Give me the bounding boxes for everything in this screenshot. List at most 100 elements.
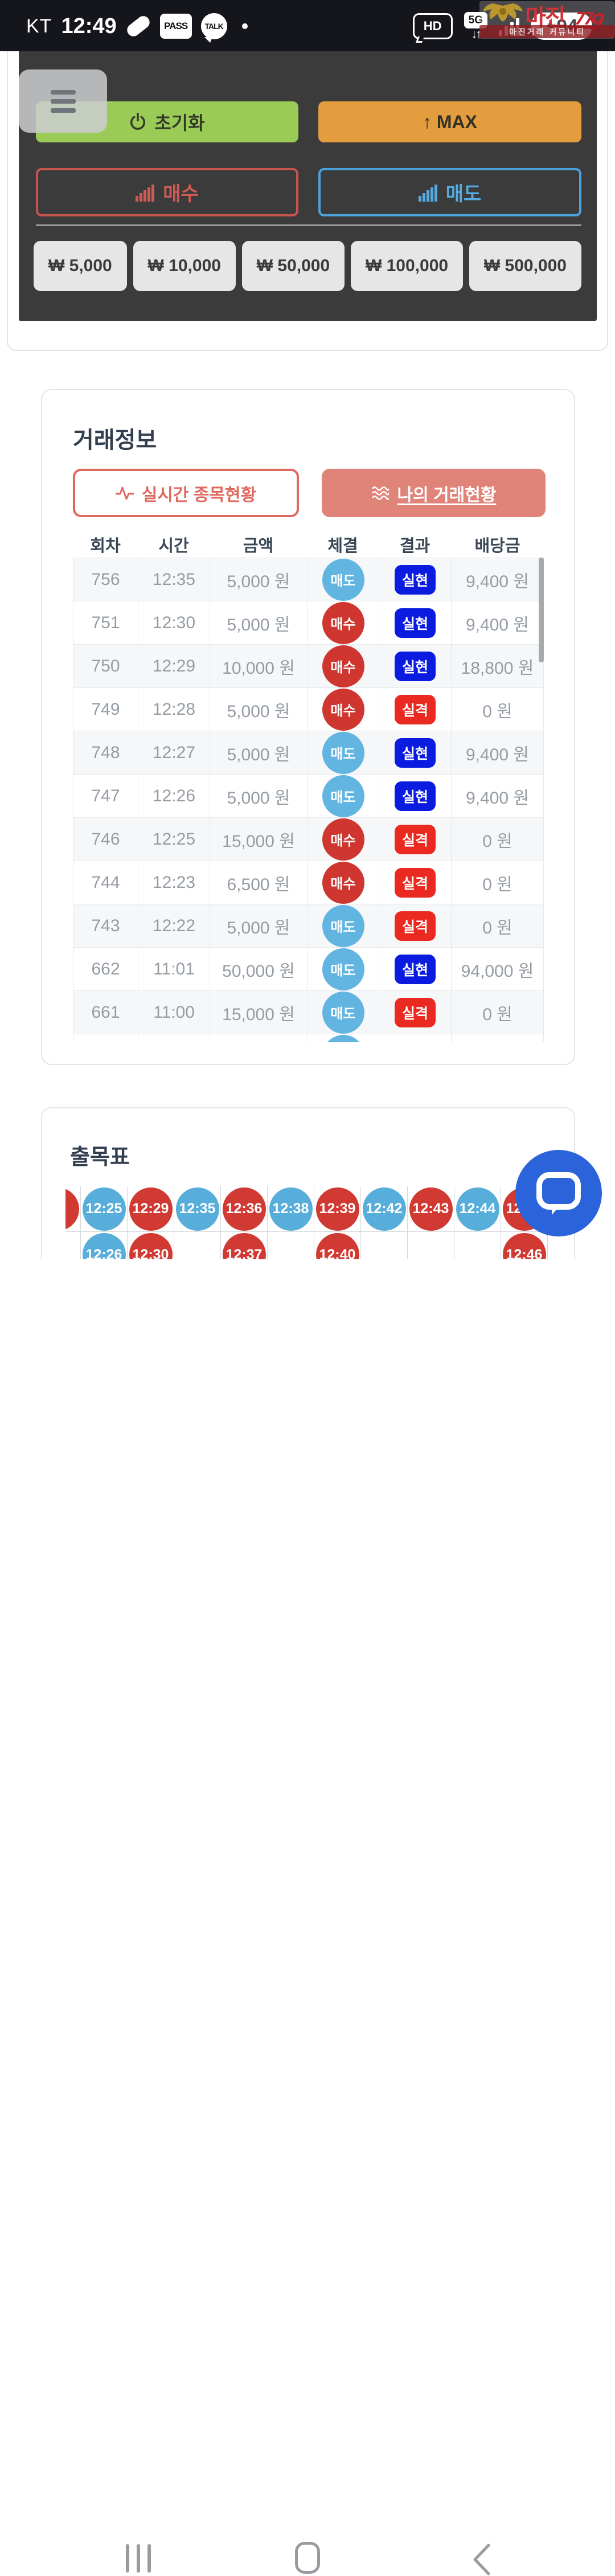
result-board-title: 출목표	[70, 1145, 130, 1169]
result-badge-win: 실현	[395, 738, 436, 768]
side-badge-sell: 매도	[322, 991, 364, 1034]
table-scrollbar[interactable]	[539, 558, 544, 662]
home-button[interactable]	[295, 2542, 320, 2574]
status-time: 12:49	[61, 14, 117, 38]
board-circle-red: 12:40	[315, 1233, 359, 1259]
board-circle-blue: 12:35	[175, 1187, 219, 1231]
result-board-grid: 12:25 12:29 12:35 12:36 12:38 12:39 12:4…	[65, 1186, 572, 1259]
side-badge-sell: 매도	[322, 904, 364, 947]
result-badge-win: 실현	[395, 781, 436, 811]
android-nav-bar	[0, 1259, 615, 2575]
board-circle-red: 12:37	[222, 1233, 266, 1259]
header-amount: 금액	[243, 537, 274, 555]
battery-indicator: 94	[531, 13, 592, 40]
panel-divider	[36, 224, 581, 226]
board-circle-blue: 12:42	[362, 1187, 406, 1231]
result-badge-win: 실현	[395, 954, 436, 984]
signal-bars-icon	[499, 17, 519, 36]
hd-call-icon: HD	[412, 13, 453, 39]
board-circle-red	[65, 1187, 79, 1231]
amount-button-5000[interactable]: ₩ 5,000	[34, 241, 127, 291]
table-row: 747 12:26 5,000 원 매도 실현 9,400 원	[73, 775, 544, 818]
table-row: 746 12:25 15,000 원 매수 실격 0 원	[73, 818, 544, 861]
side-badge-sell: 매도	[322, 558, 364, 601]
waves-icon	[371, 486, 389, 500]
board-circle-red: 12:39	[315, 1187, 359, 1231]
status-bar: KT 12:49 PASS TALK HD 5G ↓↑ 94	[0, 0, 615, 51]
result-badge-win: 실현	[395, 564, 436, 595]
chat-bubble-icon	[536, 1172, 581, 1215]
side-badge-sell: 매도	[322, 948, 364, 990]
power-icon	[130, 113, 146, 130]
board-circle-red: 12:36	[222, 1187, 266, 1231]
signal-bars-icon	[136, 184, 155, 202]
board-circle-blue: 12:25	[82, 1187, 126, 1231]
sell-label: 매도	[445, 183, 482, 205]
header-time: 시간	[158, 537, 189, 555]
back-button[interactable]	[472, 2543, 492, 2576]
table-row-partial	[73, 1034, 544, 1042]
my-trades-label: 나의 거래현황	[397, 485, 497, 505]
pill-notification-icon	[124, 13, 152, 39]
talk-app-icon: TALK	[200, 13, 227, 43]
board-circle-blue: 12:44	[456, 1187, 499, 1231]
reset-label: 초기화	[154, 113, 205, 133]
status-right-cluster: HD 5G ↓↑ 94	[412, 11, 592, 41]
result-badge-lose: 실격	[395, 824, 436, 854]
amount-buttons-row: ₩ 5,000 ₩ 10,000 ₩ 50,000 ₩ 100,000 ₩ 50…	[34, 241, 581, 291]
signal-bars-icon	[418, 184, 437, 202]
realtime-status-button[interactable]: 실시간 종목현황	[73, 469, 299, 517]
amount-button-50000[interactable]: ₩ 50,000	[241, 241, 345, 291]
board-circle-red: 12:29	[129, 1187, 173, 1231]
side-badge-sell	[322, 1034, 364, 1042]
table-row: 748 12:27 5,000 원 매도 실현 9,400 원	[73, 731, 544, 775]
carrier-label: KT	[26, 15, 52, 37]
pass-app-icon: PASS	[159, 14, 192, 39]
amount-button-10000[interactable]: ₩ 10,000	[133, 241, 236, 291]
result-badge-lose: 실격	[395, 911, 436, 941]
amount-button-500000[interactable]: ₩ 500,000	[469, 241, 581, 291]
table-row: 750 12:29 10,000 원 매수 실현 18,800 원	[73, 645, 544, 688]
result-badge-lose: 실격	[395, 997, 436, 1027]
side-badge-sell: 매도	[322, 731, 364, 774]
my-trades-button[interactable]: 나의 거래현황	[322, 469, 546, 517]
header-result: 결과	[399, 537, 430, 555]
side-badge-sell: 매도	[322, 775, 364, 817]
sell-button[interactable]: 매도	[318, 168, 581, 216]
notification-dot-icon	[241, 23, 248, 29]
buy-button[interactable]: 매수	[36, 168, 298, 216]
side-badge-buy: 매수	[322, 601, 364, 644]
board-circle-blue: 12:38	[269, 1187, 313, 1231]
result-badge-lose: 실격	[395, 694, 436, 724]
result-badge-lose: 실격	[395, 867, 436, 898]
board-circle-blue: 12:26	[82, 1233, 126, 1259]
5g-network-icon: 5G ↓↑	[464, 12, 487, 40]
table-row: 751 12:30 5,000 원 매수 실현 9,400 원	[73, 601, 544, 645]
table-row: 749 12:28 5,000 원 매수 실격 0 원	[73, 688, 544, 731]
header-round: 회차	[90, 537, 121, 555]
realtime-status-label: 실시간 종목현황	[141, 485, 257, 505]
max-button[interactable]: ↑ MAX	[318, 101, 581, 142]
chat-fab-button[interactable]	[515, 1150, 602, 1236]
table-header: 회차 시간 금액 체결 결과 배당금	[73, 531, 544, 558]
status-left-cluster: KT 12:49 PASS TALK	[26, 13, 248, 43]
pulse-icon	[115, 486, 134, 499]
result-badge-win: 실현	[395, 608, 436, 638]
trade-table-body: 756 12:35 5,000 원 매도 실현 9,400 원 751 12:3…	[73, 558, 544, 1042]
table-row: 744 12:23 6,500 원 매수 실격 0 원	[73, 861, 544, 904]
trade-info-title: 거래정보	[73, 428, 157, 453]
buy-label: 매수	[163, 183, 199, 205]
board-circle-red: 12:30	[129, 1233, 173, 1259]
header-payout: 배당금	[474, 537, 520, 555]
board-circle-red: 12:43	[409, 1187, 453, 1231]
board-circle-red: 12:46	[502, 1233, 546, 1259]
recents-button[interactable]	[126, 2544, 151, 2573]
side-badge-buy: 매수	[322, 645, 364, 687]
table-row: 662 11:01 50,000 원 매도 실현 94,000 원	[73, 948, 544, 991]
header-side: 체결	[327, 537, 358, 555]
menu-button[interactable]	[19, 69, 107, 133]
max-label: ↑ MAX	[423, 111, 477, 132]
side-badge-buy: 매수	[322, 688, 364, 731]
result-badge-win: 실현	[395, 651, 436, 681]
amount-button-100000[interactable]: ₩ 100,000	[350, 241, 464, 291]
